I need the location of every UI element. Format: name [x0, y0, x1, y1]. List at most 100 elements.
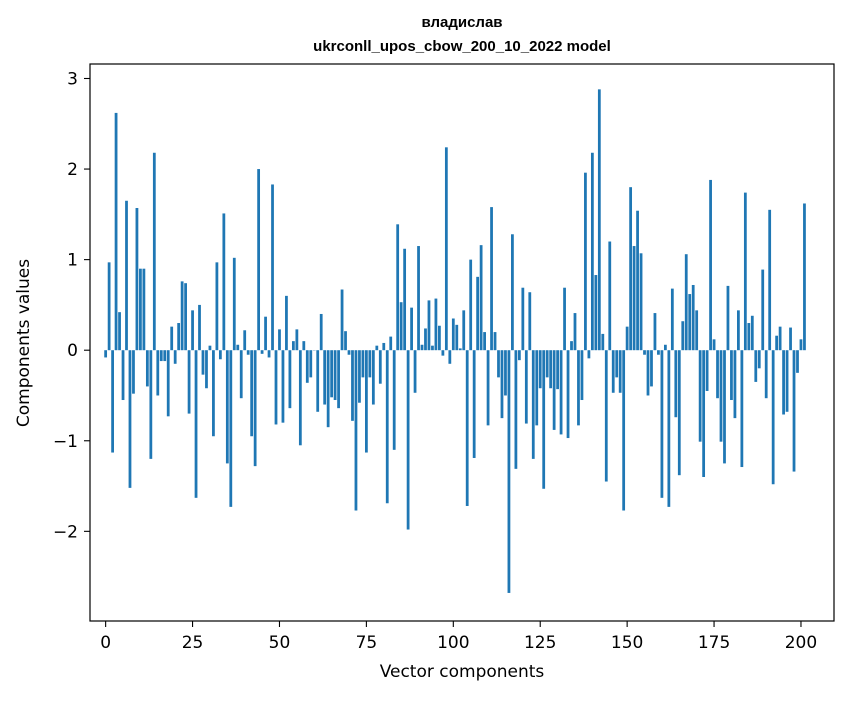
- bar: [560, 350, 563, 434]
- y-tick-label: 2: [67, 160, 78, 180]
- bar: [334, 350, 337, 400]
- bar: [768, 210, 771, 350]
- bar: [306, 350, 309, 383]
- bar: [699, 350, 702, 441]
- bar: [445, 147, 448, 350]
- bar: [156, 350, 159, 395]
- bar: [111, 350, 114, 452]
- bar: [504, 350, 507, 395]
- bar: [740, 350, 743, 467]
- bar: [570, 341, 573, 350]
- bar: [149, 350, 152, 459]
- bar: [709, 180, 712, 350]
- bar: [216, 262, 219, 350]
- bar: [389, 337, 392, 351]
- bar: [375, 346, 378, 351]
- x-tick-label: 75: [356, 633, 378, 653]
- bar: [723, 350, 726, 463]
- bar: [754, 350, 757, 382]
- bar: [761, 270, 764, 351]
- x-tick-label: 100: [437, 633, 469, 653]
- bar: [393, 350, 396, 450]
- bar: [351, 350, 354, 421]
- bar: [633, 246, 636, 350]
- bar: [250, 350, 253, 436]
- bar: [629, 187, 632, 350]
- bar: [487, 350, 490, 425]
- bar: [480, 245, 483, 350]
- bar: [365, 350, 368, 452]
- bar: [772, 350, 775, 484]
- bar: [136, 208, 139, 350]
- bar: [608, 242, 611, 351]
- bar: [494, 332, 497, 350]
- bar: [640, 253, 643, 350]
- bar: [591, 153, 594, 350]
- bar: [688, 294, 691, 350]
- bar: [563, 288, 566, 350]
- bar: [257, 169, 260, 350]
- bar: [549, 350, 552, 388]
- bar: [174, 350, 177, 364]
- bar: [104, 350, 107, 357]
- bar: [619, 350, 622, 393]
- bar: [407, 350, 410, 529]
- bar: [184, 283, 187, 350]
- bar: [706, 350, 709, 391]
- bar: [372, 350, 375, 404]
- bar: [556, 350, 559, 389]
- bar: [240, 350, 243, 398]
- bar: [233, 258, 236, 350]
- bar: [289, 350, 292, 408]
- bar: [299, 350, 302, 445]
- bar: [195, 350, 198, 498]
- bar: [734, 350, 737, 418]
- y-axis-label: Components values: [14, 259, 34, 427]
- bar: [441, 350, 444, 355]
- bar: [236, 345, 239, 350]
- bar: [636, 211, 639, 350]
- bar: [518, 350, 521, 360]
- bar: [615, 350, 618, 377]
- bar: [713, 339, 716, 350]
- bar: [574, 313, 577, 350]
- bar: [459, 348, 462, 350]
- bar: [657, 350, 660, 355]
- x-tick-label: 125: [524, 633, 556, 653]
- chart-subtitle: ukrconll_upos_cbow_200_10_2022 model: [313, 38, 611, 55]
- bar: [341, 290, 344, 351]
- bar: [612, 350, 615, 393]
- bar: [497, 350, 500, 377]
- bar: [553, 350, 556, 430]
- bar: [122, 350, 125, 400]
- bar: [396, 224, 399, 350]
- bar: [226, 350, 229, 463]
- bar: [588, 350, 591, 358]
- bar: [476, 277, 479, 350]
- bar: [125, 201, 128, 350]
- bar: [205, 350, 208, 388]
- bar: [695, 310, 698, 350]
- bar: [535, 350, 538, 425]
- bar: [789, 328, 792, 351]
- bar: [455, 325, 458, 350]
- bar: [177, 323, 180, 350]
- bar: [539, 350, 542, 388]
- bar: [320, 314, 323, 350]
- bar: [650, 350, 653, 386]
- bar: [747, 323, 750, 350]
- bar: [108, 262, 111, 350]
- y-tick-label: 1: [67, 251, 78, 271]
- bar: [403, 249, 406, 350]
- bar: [421, 345, 424, 350]
- bar: [146, 350, 149, 386]
- x-tick-label: 50: [269, 633, 291, 653]
- bar: [601, 334, 604, 350]
- bar: [793, 350, 796, 471]
- bar: [643, 350, 646, 355]
- bar: [115, 113, 118, 350]
- bar: [567, 350, 570, 438]
- bar: [661, 350, 664, 498]
